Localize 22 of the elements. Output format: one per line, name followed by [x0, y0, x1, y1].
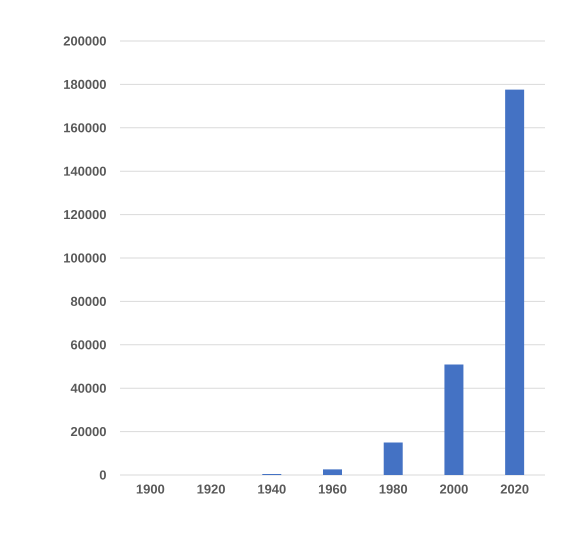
y-tick-label: 180000	[64, 80, 106, 89]
y-tick-label: 80000	[70, 296, 106, 306]
x-tick-label: 1920	[197, 484, 225, 494]
y-tick-label: 120000	[64, 210, 106, 220]
y-tick-label: 160000	[64, 123, 106, 132]
x-tick-label: 1960	[318, 484, 346, 494]
bar	[505, 90, 524, 475]
x-tick-label: 2020	[500, 484, 529, 494]
y-tick-label: 20000	[70, 427, 106, 436]
y-tick-label: 200000	[64, 36, 106, 46]
y-tick-label: 100000	[64, 253, 106, 263]
y-tick-label: 40000	[70, 384, 106, 393]
bar	[444, 364, 464, 475]
y-tick-label: 0	[100, 470, 106, 480]
x-tick-label: 1980	[380, 484, 408, 494]
y-tick-label: 60000	[70, 340, 106, 350]
x-tick-label: 1900	[136, 484, 164, 494]
x-tick-label: 2000	[440, 484, 468, 494]
bar	[384, 442, 403, 475]
y-tick-label: 140000	[64, 166, 106, 176]
x-tick-label: 1940	[258, 484, 286, 494]
bar	[323, 469, 342, 475]
